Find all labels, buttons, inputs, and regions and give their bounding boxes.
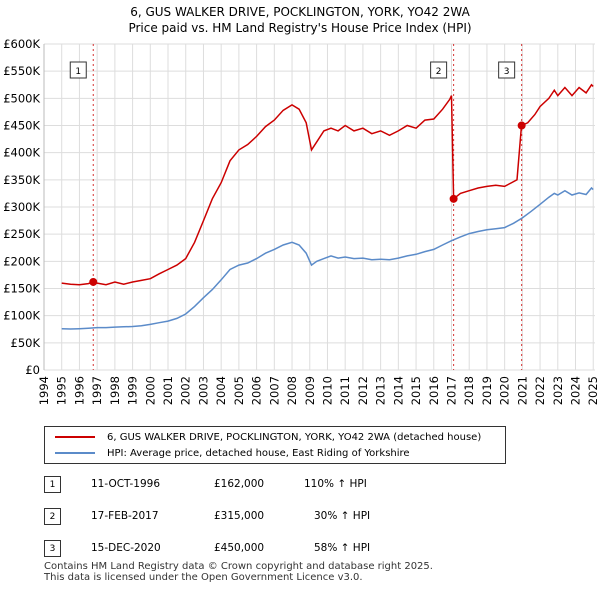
x-tick-label: 2010 bbox=[320, 376, 334, 405]
legend-label-hpi: HPI: Average price, detached house, East… bbox=[107, 447, 410, 459]
sale-row: 2 17-FEB-2017 £315,000 30% ↑ HPI bbox=[44, 508, 504, 526]
x-tick-label: 2011 bbox=[338, 376, 352, 405]
sale-hpi-change: 110% ↑ HPI bbox=[304, 478, 367, 490]
x-tick-label: 2009 bbox=[303, 376, 317, 405]
sale-date: 15-DEC-2020 bbox=[91, 542, 161, 554]
y-tick-label: £400K bbox=[3, 146, 40, 160]
sale-point bbox=[89, 277, 98, 286]
sale-label-box bbox=[69, 61, 87, 79]
y-tick-label: £300K bbox=[3, 200, 40, 214]
sale-point bbox=[517, 121, 526, 130]
x-tick-label: 1997 bbox=[90, 376, 104, 405]
chart-subtitle: Price paid vs. HM Land Registry's House … bbox=[128, 21, 472, 35]
sale-hpi-change: 58% ↑ HPI bbox=[314, 542, 371, 554]
sale-label-text: 3 bbox=[504, 67, 510, 77]
x-tick-label: 2007 bbox=[267, 376, 281, 405]
y-tick-label: £100K bbox=[3, 309, 40, 323]
x-tick-label: 2016 bbox=[427, 376, 441, 405]
x-tick-label: 1994 bbox=[37, 376, 51, 405]
sale-row: 1 11-OCT-1996 £162,000 110% ↑ HPI bbox=[44, 476, 504, 494]
sale-price: £162,000 bbox=[214, 478, 265, 490]
x-tick-label: 2019 bbox=[480, 376, 494, 405]
x-tick-label: 1995 bbox=[55, 376, 69, 405]
x-tick-label: 1999 bbox=[126, 376, 140, 405]
x-tick-label: 2012 bbox=[356, 376, 370, 405]
x-tick-label: 2004 bbox=[214, 376, 228, 405]
sale-label-text: 2 bbox=[436, 67, 442, 77]
x-tick-label: 1998 bbox=[108, 376, 122, 405]
sale-number: 3 bbox=[44, 540, 61, 557]
price-chart: £0 £50K £100K £150K £200K £250K £300K £350K £400… bbox=[3, 37, 600, 405]
x-tick-label: 2023 bbox=[551, 376, 565, 405]
y-tick-label: £550K bbox=[3, 64, 40, 78]
sale-hpi-change: 30% ↑ HPI bbox=[314, 510, 371, 522]
chart-title: 6, GUS WALKER DRIVE, POCKLINGTON, YORK, … bbox=[130, 5, 470, 19]
y-tick-label: £500K bbox=[3, 91, 40, 105]
x-tick-label: 2015 bbox=[409, 376, 423, 405]
legend: 6, GUS WALKER DRIVE, POCKLINGTON, YORK, … bbox=[44, 426, 506, 464]
x-tick-label: 2022 bbox=[533, 376, 547, 405]
y-tick-label: £50K bbox=[11, 336, 41, 350]
sale-number: 2 bbox=[44, 508, 61, 525]
x-tick-label: 2006 bbox=[250, 376, 264, 405]
y-tick-label: £250K bbox=[3, 227, 40, 241]
legend-item-property: 6, GUS WALKER DRIVE, POCKLINGTON, YORK, … bbox=[55, 430, 481, 444]
x-tick-label: 2014 bbox=[391, 376, 405, 405]
sale-number: 1 bbox=[44, 476, 61, 493]
hpi-line bbox=[61, 186, 594, 330]
footer-copyright: Contains HM Land Registry data © Crown c… bbox=[44, 561, 433, 572]
x-tick-label: 2013 bbox=[374, 376, 388, 405]
legend-swatch-hpi bbox=[55, 452, 95, 454]
y-tick-label: £450K bbox=[3, 119, 40, 133]
x-tick-label: 1996 bbox=[72, 376, 86, 405]
sale-price: £450,000 bbox=[214, 542, 265, 554]
x-tick-label: 2025 bbox=[586, 376, 600, 405]
sale-label-text: 1 bbox=[75, 67, 81, 77]
sale-row: 3 15-DEC-2020 £450,000 58% ↑ HPI bbox=[44, 540, 504, 558]
sale-date: 17-FEB-2017 bbox=[91, 510, 159, 522]
y-tick-label: £150K bbox=[3, 282, 40, 296]
x-tick-label: 2008 bbox=[285, 376, 299, 405]
legend-label-property: 6, GUS WALKER DRIVE, POCKLINGTON, YORK, … bbox=[107, 431, 482, 443]
legend-swatch-property bbox=[55, 436, 95, 438]
x-tick-label: 2002 bbox=[179, 376, 193, 405]
sale-label-box bbox=[498, 61, 516, 79]
sale-point bbox=[449, 194, 458, 203]
x-tick-label: 2001 bbox=[161, 376, 175, 405]
sale-price: £315,000 bbox=[214, 510, 265, 522]
x-tick-label: 2018 bbox=[462, 376, 476, 405]
sale-label-box bbox=[430, 61, 448, 79]
x-tick-label: 2024 bbox=[569, 376, 583, 405]
sale-date: 11-OCT-1996 bbox=[91, 478, 160, 490]
footer: Contains HM Land Registry data © Crown c… bbox=[44, 561, 433, 583]
legend-item-hpi: HPI: Average price, detached house, East… bbox=[55, 446, 410, 460]
x-tick-label: 2003 bbox=[196, 376, 210, 405]
y-tick-label: £0 bbox=[25, 363, 40, 377]
y-tick-label: £600K bbox=[3, 37, 40, 51]
x-tick-label: 2020 bbox=[498, 376, 512, 405]
x-tick-label: 2000 bbox=[143, 376, 157, 405]
x-tick-label: 2005 bbox=[232, 376, 246, 405]
y-tick-label: £200K bbox=[3, 254, 40, 268]
footer-licence: This data is licensed under the Open Gov… bbox=[44, 572, 363, 583]
y-tick-label: £350K bbox=[3, 173, 40, 187]
x-tick-label: 2017 bbox=[444, 376, 458, 405]
x-tick-label: 2021 bbox=[515, 376, 529, 405]
